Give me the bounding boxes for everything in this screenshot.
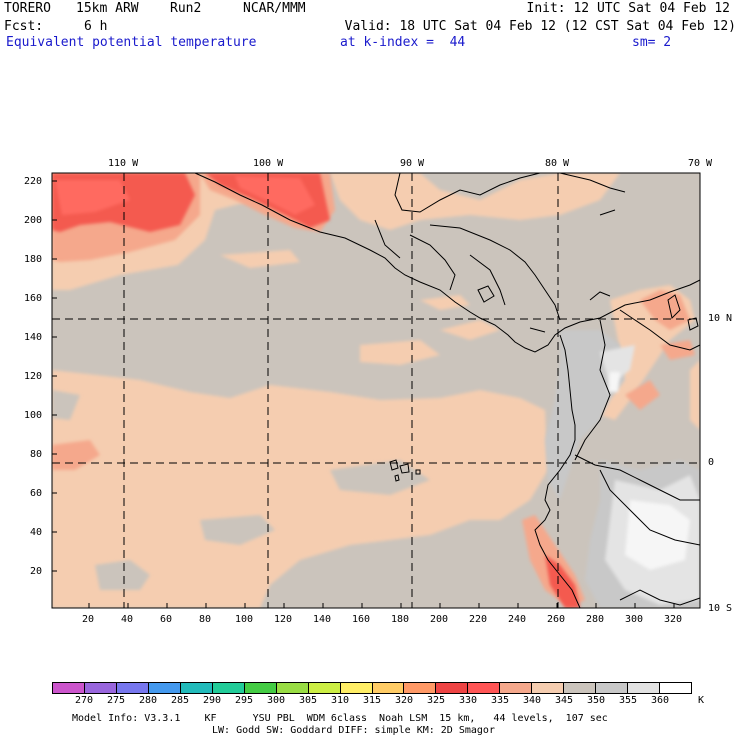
colorbar-swatch <box>468 683 501 693</box>
forecast-label: Fcst: <box>4 19 44 34</box>
x-tick-label: 160 <box>352 614 371 625</box>
colorbar-swatch <box>660 683 692 693</box>
y-tick-label: 120 <box>24 371 43 382</box>
model-resolution: 15km ARW <box>76 1 139 16</box>
field-name: Equivalent potential temperature <box>6 35 257 50</box>
x-tick-label: 40 <box>121 614 134 625</box>
colorbar-value-label: 280 <box>139 695 158 706</box>
x-tick-label: 60 <box>160 614 173 625</box>
colorbar-swatch <box>180 683 213 693</box>
lat-label-0: 0 <box>708 457 715 468</box>
colorbar-swatch <box>564 683 597 693</box>
colorbar-swatch <box>276 683 309 693</box>
colorbar-value-label: 345 <box>555 695 574 706</box>
colorbar-value-label: 360 <box>651 695 670 706</box>
colorbar-swatch <box>148 683 181 693</box>
init-time: Init: 12 UTC Sat 04 Feb 12 <box>526 1 731 16</box>
colorbar-swatch <box>244 683 277 693</box>
y-tick-label: 80 <box>30 449 43 460</box>
colorbar-swatch <box>212 683 245 693</box>
x-tick-label: 100 <box>235 614 254 625</box>
colorbar-value-label: 330 <box>459 695 478 706</box>
x-tick-marks <box>88 603 675 608</box>
x-tick-label: 300 <box>625 614 644 625</box>
x-tick-label: 180 <box>391 614 410 625</box>
colorbar-value-label: 270 <box>75 695 94 706</box>
colorbar-value-label: 275 <box>107 695 126 706</box>
y-tick-label: 40 <box>30 527 43 538</box>
lon-label-80w: 80 W <box>545 158 570 169</box>
run-label: Run2 <box>170 1 202 16</box>
x-tick-label: 240 <box>508 614 527 625</box>
x-tick-label: 260 <box>547 614 566 625</box>
colorbar-value-label: 285 <box>171 695 190 706</box>
x-tick-label: 120 <box>274 614 293 625</box>
y-tick-label: 60 <box>30 488 43 499</box>
lat-lon-grid <box>52 173 700 608</box>
colorbar-value-label: 300 <box>267 695 286 706</box>
colorbar-value-label: 320 <box>395 695 414 706</box>
level-info: at k-index = 44 <box>340 35 466 50</box>
x-tick-label: 320 <box>664 614 683 625</box>
colorbar-swatch <box>532 683 565 693</box>
x-tick-label: 20 <box>82 614 95 625</box>
y-tick-label: 160 <box>24 293 43 304</box>
colorbar-value-label: 340 <box>523 695 542 706</box>
y-tick-marks <box>52 180 57 572</box>
x-tick-label: 140 <box>313 614 332 625</box>
colorbar-swatch <box>500 683 533 693</box>
colorbar-value-label: 305 <box>299 695 318 706</box>
lon-label-70w: 70 W <box>688 158 713 169</box>
colorbar-swatch <box>596 683 629 693</box>
smoothing-info: sm= 2 <box>632 35 672 50</box>
organization: NCAR/MMM <box>243 1 306 16</box>
y-tick-label: 180 <box>24 254 43 265</box>
y-tick-label: 220 <box>24 176 43 187</box>
colorbar-value-label: 315 <box>363 695 382 706</box>
valid-time: Valid: 18 UTC Sat 04 Feb 12 (12 CST Sat … <box>344 19 736 34</box>
colorbar-unit-label: K <box>698 695 705 706</box>
theta-e-field <box>52 173 700 608</box>
y-tick-label: 140 <box>24 332 43 343</box>
lon-label-90w: 90 W <box>400 158 425 169</box>
colorbar-value-label: 295 <box>235 695 254 706</box>
colorbar-labels: 270 275 280 285 290 295 300 305 310 315 320 325 330 3… <box>52 695 712 707</box>
colorbar-swatch <box>404 683 437 693</box>
colorbar <box>52 682 692 694</box>
colorbar-swatch <box>116 683 149 693</box>
x-tick-label: 220 <box>469 614 488 625</box>
colorbar-swatch <box>53 683 85 693</box>
colorbar-swatch <box>628 683 661 693</box>
colorbar-swatch <box>372 683 405 693</box>
lat-label-10s: 10 S <box>708 603 733 614</box>
colorbar-value-label: 350 <box>587 695 606 706</box>
coastline <box>194 172 701 609</box>
forecast-value: 6 h <box>84 19 108 34</box>
colorbar-swatch <box>308 683 341 693</box>
lon-label-100w: 100 W <box>253 158 284 169</box>
map-frame <box>51 172 701 609</box>
x-tick-label: 200 <box>430 614 449 625</box>
colorbar-value-label: 290 <box>203 695 222 706</box>
lon-label-110w: 110 W <box>108 158 139 169</box>
colorbar-value-label: 325 <box>427 695 446 706</box>
colorbar-swatch <box>436 683 469 693</box>
colorbar-swatch <box>84 683 117 693</box>
colorbar-value-label: 355 <box>619 695 638 706</box>
y-tick-label: 20 <box>30 566 43 577</box>
colorbar-value-label: 310 <box>331 695 350 706</box>
y-tick-label: 100 <box>24 410 43 421</box>
x-tick-label: 80 <box>199 614 212 625</box>
physics-info: LW: Godd SW: Goddard DIFF: simple KM: 2D… <box>212 725 495 736</box>
lat-label-10n: 10 N <box>708 313 733 324</box>
model-info: Model Info: V3.3.1 KF YSU PBL WDM 6class… <box>72 713 608 724</box>
x-tick-label: 280 <box>586 614 605 625</box>
y-tick-label: 200 <box>24 215 43 226</box>
model-name: TORERO <box>4 1 51 16</box>
colorbar-value-label: 335 <box>491 695 510 706</box>
colorbar-swatch <box>340 683 373 693</box>
